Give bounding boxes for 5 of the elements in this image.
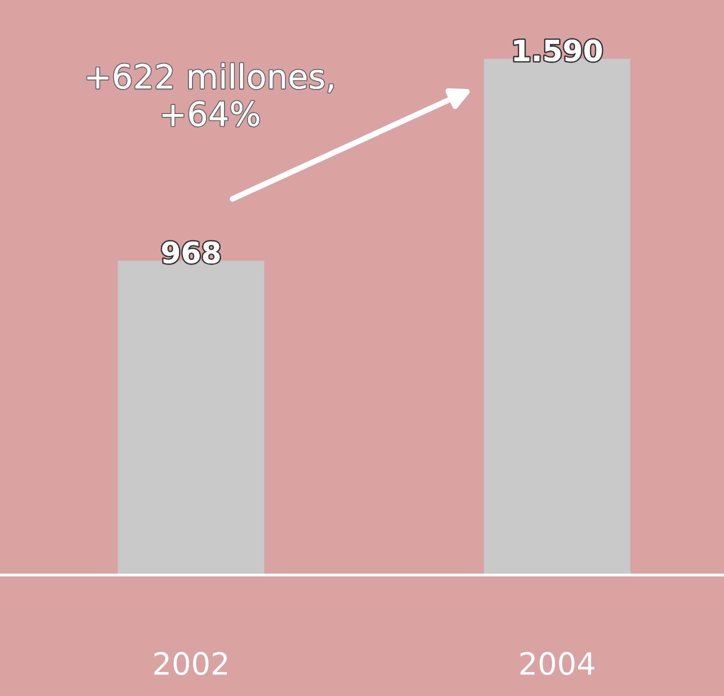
annotation: +622 millones, +64% [87, 63, 333, 126]
x-tick-label: 2004 [520, 652, 594, 676]
data-label: 1.590 [514, 39, 602, 62]
data-label: 968 [162, 241, 220, 264]
x-tick-label: 2002 [154, 652, 227, 676]
